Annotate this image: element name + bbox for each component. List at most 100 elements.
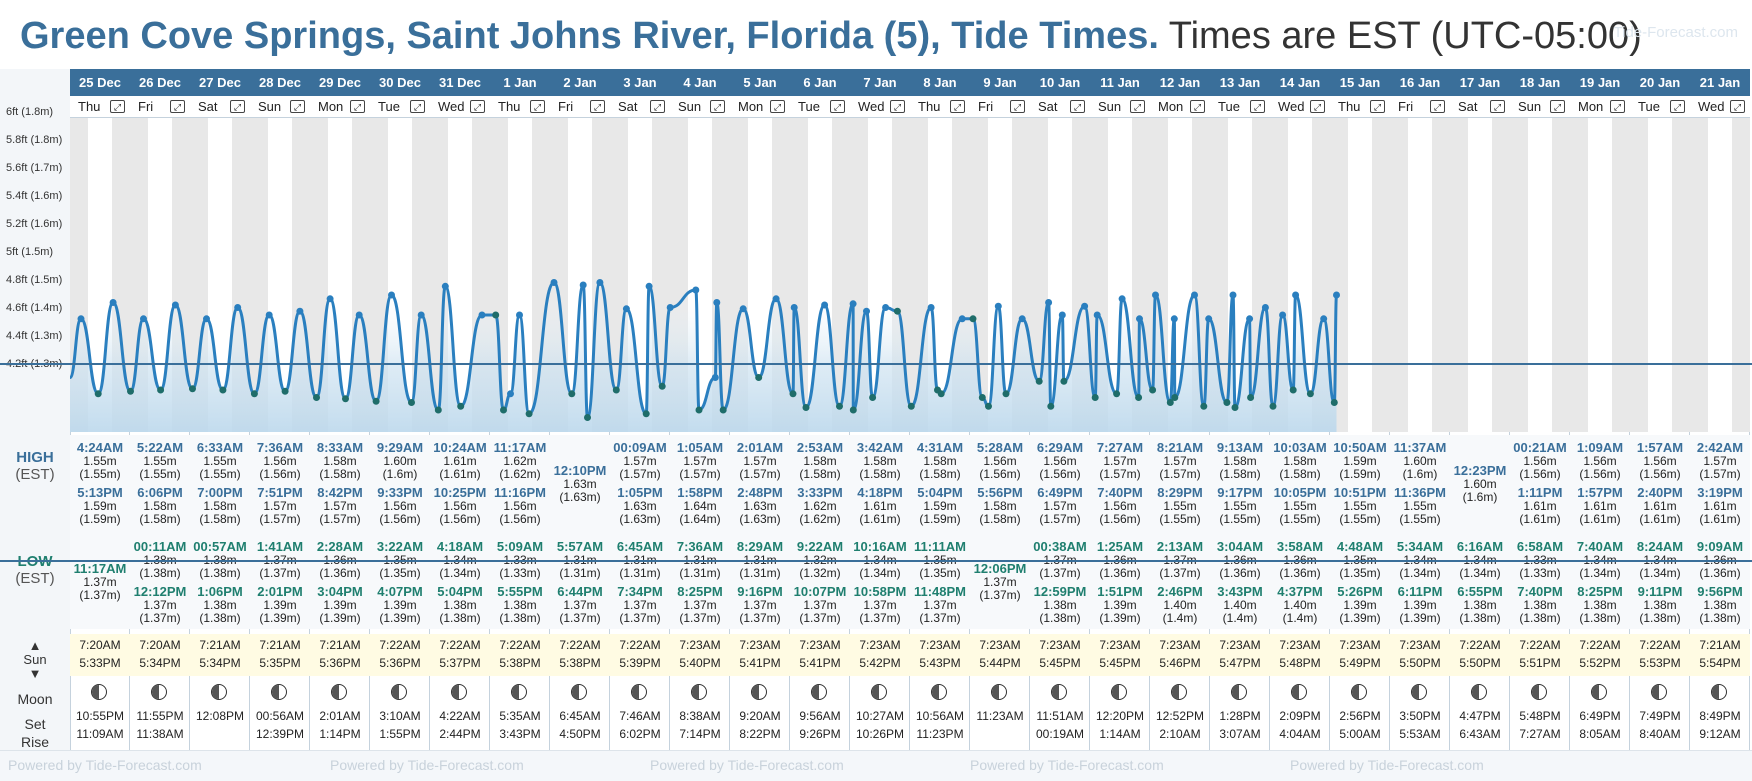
expand-icon[interactable]: ⤢ [470, 100, 485, 113]
tide-height-paren: (1.58m) [979, 512, 1021, 526]
day-weekday-row: Tue ⤢ [370, 96, 430, 118]
low-tide-entry: 9:11PM 1.38m (1.38m) [1630, 585, 1690, 625]
day-weekday: Thu [1338, 99, 1361, 114]
expand-icon[interactable]: ⤢ [710, 100, 725, 113]
expand-icon[interactable]: ⤢ [1070, 100, 1085, 113]
expand-icon[interactable]: ⤢ [890, 100, 905, 113]
tide-height-m: 1.57m [1043, 499, 1077, 513]
expand-icon[interactable]: ⤢ [1490, 100, 1505, 113]
expand-icon[interactable]: ⤢ [770, 100, 785, 113]
moonrise-time: 7:14PM [679, 727, 721, 741]
day-weekday-row: Thu ⤢ [910, 96, 970, 118]
tide-time: 2:42AM [1696, 440, 1744, 455]
tide-time: 11:36PM [1393, 485, 1447, 500]
low-tide-point [1289, 386, 1297, 394]
low-tide-point [836, 402, 843, 410]
tide-height-paren: (1.37m) [139, 611, 181, 625]
tide-height-m: 1.61m [863, 499, 897, 513]
day-moon-times: 9:20AM 8:22PM [730, 707, 790, 743]
tide-height-m: 1.58m [1223, 454, 1257, 468]
day-sun-times: 7:22AM 5:53PM [1630, 634, 1690, 676]
expand-icon[interactable]: ⤢ [830, 100, 845, 113]
tide-time: 10:16AM [853, 539, 907, 554]
moon-phase-icon [1351, 684, 1367, 700]
title-location: Green Cove Springs, Saint Johns River, F… [20, 15, 1159, 57]
high-tide-entry: 10:50AM 1.59m (1.59m) [1330, 441, 1390, 481]
tide-height-m: 1.57m [623, 454, 657, 468]
expand-icon[interactable]: ⤢ [950, 100, 965, 113]
tide-time: 5:09AM [496, 539, 544, 554]
expand-icon[interactable]: ⤢ [1430, 100, 1445, 113]
expand-icon[interactable]: ⤢ [1130, 100, 1145, 113]
low-tide-entry: 9:56PM 1.38m (1.38m) [1690, 585, 1750, 625]
expand-icon[interactable]: ⤢ [290, 100, 305, 113]
expand-icon[interactable]: ⤢ [350, 100, 365, 113]
sunrise-time: 7:23AM [1159, 638, 1201, 652]
expand-icon[interactable]: ⤢ [1670, 100, 1685, 113]
expand-icon[interactable]: ⤢ [1550, 100, 1565, 113]
day-sun-times: 7:20AM 5:34PM [130, 634, 190, 676]
low-tide-entry: 10:58PM 1.37m (1.37m) [850, 585, 910, 625]
expand-icon[interactable]: ⤢ [650, 100, 665, 113]
expand-icon[interactable]: ⤢ [1010, 100, 1025, 113]
tide-time: 9:17PM [1217, 485, 1263, 500]
expand-icon[interactable]: ⤢ [1250, 100, 1265, 113]
high-tide-entry: 4:24AM 1.55m (1.55m) [70, 441, 130, 481]
tide-height-paren: (1.59m) [1339, 467, 1381, 481]
expand-icon[interactable]: ⤢ [1310, 100, 1325, 113]
tide-time: 12:59PM [1033, 584, 1087, 599]
tide-height-m: 1.57m [1703, 454, 1737, 468]
moon-shadow [752, 685, 759, 699]
tide-height-m: 1.38m [1463, 598, 1497, 612]
expand-icon[interactable]: ⤢ [1730, 100, 1745, 113]
sunrise-time: 7:22AM [439, 638, 481, 652]
low-tide-point [189, 385, 196, 393]
tide-time: 7:36AM [676, 539, 724, 554]
sunrise-time: 7:22AM [499, 638, 541, 652]
low-tide-point [127, 387, 134, 395]
day-sun-times: 7:21AM 5:36PM [310, 634, 370, 676]
tide-time: 9:09AM [1696, 539, 1744, 554]
day-tides: 10:24AM 1.61m (1.61m) 10:25PM 1.56m (1.5… [430, 435, 490, 629]
tide-height-paren: (1.58m) [799, 467, 841, 481]
tide-height-paren: (1.61m) [1579, 512, 1621, 526]
expand-icon[interactable]: ⤢ [1610, 100, 1625, 113]
moon-shadow [1472, 685, 1479, 699]
expand-icon[interactable]: ⤢ [530, 100, 545, 113]
expand-icon[interactable]: ⤢ [110, 100, 125, 113]
sunset-time: 5:45PM [1039, 656, 1081, 670]
footer-credit-4: Powered by Tide-Forecast.com [970, 757, 1164, 773]
high-tide-point [417, 311, 425, 319]
tide-height-m: 1.37m [143, 598, 177, 612]
low-tide-point [157, 386, 165, 394]
high-tide-point [1246, 315, 1254, 323]
tide-height-m: 1.58m [143, 499, 177, 513]
tide-height-m: 1.56m [983, 454, 1017, 468]
expand-icon[interactable]: ⤢ [230, 100, 245, 113]
high-tide-entry: 00:21AM 1.56m (1.56m) [1510, 441, 1570, 481]
high-tide-point [234, 304, 242, 311]
expand-icon[interactable]: ⤢ [170, 100, 185, 113]
sunset-time: 5:53PM [1639, 656, 1681, 670]
tide-time: 4:37PM [1277, 584, 1323, 599]
tide-height-m: 1.55m [1403, 499, 1437, 513]
low-tide-point [1231, 404, 1239, 411]
moon-shadow [1412, 685, 1419, 699]
tide-time: 11:17AM [493, 440, 547, 455]
expand-icon[interactable]: ⤢ [1190, 100, 1205, 113]
tide-height-paren: (1.37m) [619, 611, 661, 625]
expand-icon[interactable]: ⤢ [590, 100, 605, 113]
sunrise-time: 7:23AM [799, 638, 841, 652]
low-tide-entry: 3:43PM 1.40m (1.4m) [1210, 585, 1270, 625]
moon-shadow [92, 685, 99, 699]
moon-shadow [812, 685, 819, 699]
expand-icon[interactable]: ⤢ [1370, 100, 1385, 113]
day-tides: 9:29AM 1.60m (1.6m) 9:33PM 1.56m (1.56m)… [370, 435, 430, 629]
day-tides: 12:23PM 1.60m (1.6m) 6:16AM 1.34m (1.34m… [1450, 435, 1510, 629]
tide-height-paren: (1.36m) [319, 566, 361, 580]
high-tide-point [171, 301, 179, 309]
tide-height-m: 1.63m [743, 499, 777, 513]
expand-icon[interactable]: ⤢ [410, 100, 425, 113]
moonset-time: 3:50PM [1399, 709, 1441, 723]
tide-height-m: 1.37m [83, 575, 117, 589]
